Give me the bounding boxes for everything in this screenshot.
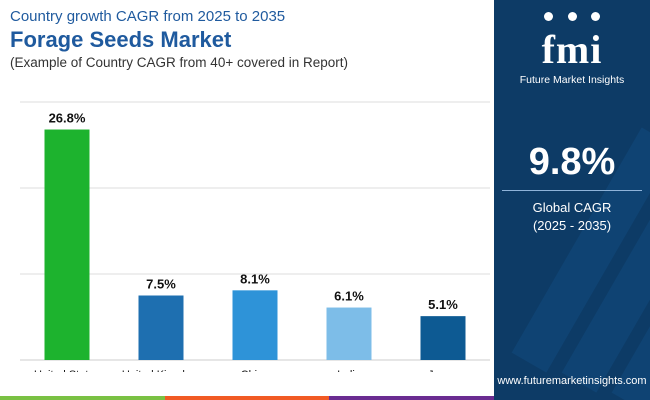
side-panel: fmi Future Market Insights 9.8% Global C… — [494, 0, 650, 400]
bar-value-label: 5.1% — [428, 297, 458, 312]
logo-dot-icon — [544, 12, 554, 21]
logo-dot-icon — [590, 12, 600, 21]
bar-value-label: 8.1% — [240, 271, 270, 286]
global-cagr-metric: 9.8% Global CAGR (2025 - 2035) — [494, 140, 650, 235]
bar-value-label: 6.1% — [334, 289, 364, 304]
bottom-bar-segment — [0, 396, 165, 400]
company-logo: fmi Future Market Insights — [494, 6, 650, 86]
bar-chart-svg: 26.8% United States 7.5% United Kingdom 8.1%… — [20, 101, 490, 372]
bottom-bar-segment — [329, 396, 495, 400]
x-tick-label: China — [241, 369, 271, 372]
chart-title: Forage Seeds Market — [10, 27, 232, 52]
bar-united-states — [44, 129, 90, 360]
global-cagr-value: 9.8% — [528, 141, 616, 183]
global-cagr-label: Global CAGR — [532, 200, 612, 215]
global-cagr-period: (2025 - 2035) — [532, 218, 612, 233]
x-tick-label: Japan — [428, 369, 458, 372]
bar-india — [326, 307, 372, 360]
chart-subtitle-top: Country growth CAGR from 2025 to 2035 — [10, 8, 286, 25]
bar-japan — [420, 316, 466, 360]
logo-icons — [494, 8, 650, 21]
logo-mark: fmi — [541, 27, 603, 72]
bar-value-label: 7.5% — [146, 277, 176, 292]
bar-china — [232, 290, 278, 360]
bar-chart: 26.8% United States 7.5% United Kingdom 8.1%… — [20, 100, 490, 372]
chart-header: Country growth CAGR from 2025 to 2035 Fo… — [10, 8, 490, 72]
bar-united-kingdom — [138, 295, 184, 360]
chart-subtitle-bottom: (Example of Country CAGR from 40+ covere… — [10, 55, 349, 70]
x-tick-label: United States — [34, 369, 101, 372]
bar-value-label: 26.8% — [49, 111, 86, 126]
logo-text: Future Market Insights — [519, 74, 625, 86]
bottom-bar-segment — [164, 396, 330, 400]
logo-dot-icon — [567, 12, 577, 21]
website-link[interactable]: www.futuremarketinsights.com — [497, 375, 647, 387]
x-tick-label: India — [337, 369, 362, 372]
bottom-color-bar — [0, 396, 495, 400]
metric-divider — [502, 190, 642, 191]
x-tick-label: United Kingdom — [122, 369, 200, 372]
